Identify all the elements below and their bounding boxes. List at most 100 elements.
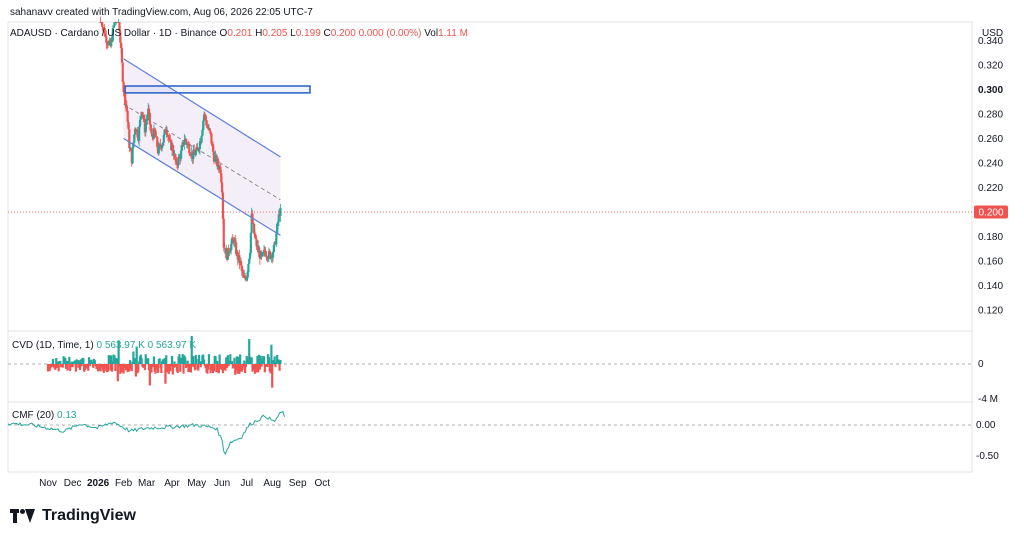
candle-body <box>248 252 252 259</box>
cvd-bar <box>158 358 161 364</box>
candle-body <box>276 223 279 234</box>
candle-body <box>125 105 128 111</box>
channel-middle-line[interactable] <box>123 103 281 201</box>
cvd-bar <box>56 361 59 364</box>
time-axis[interactable]: Nov Dec 2026 Feb Mar Apr May Jun Jul Aug Sep Oct <box>39 478 330 489</box>
channel-lower-line[interactable] <box>123 137 281 236</box>
cvd-bar <box>217 364 220 374</box>
symbol-label[interactable]: ADAUSD · Cardano / US Dollar · 1D · Bina… <box>10 28 217 39</box>
candle-body <box>194 151 197 156</box>
cvd-label[interactable]: CVD (1D, Time, 1) <box>12 340 94 351</box>
cvd-bar <box>134 364 137 377</box>
candle-body <box>180 145 183 151</box>
channel-upper-line[interactable] <box>123 58 281 158</box>
time-tick-label: Mar <box>138 478 156 489</box>
cvd-bar <box>276 355 279 364</box>
cvd-bar <box>90 359 93 364</box>
cvd-bar <box>110 355 113 364</box>
candle-body <box>188 144 191 154</box>
candle-body <box>141 111 144 115</box>
cvd-bar <box>79 359 82 364</box>
cmf-line <box>7 410 286 456</box>
cvd-bar <box>225 357 228 364</box>
candle-body <box>262 252 265 254</box>
cvd-bar <box>143 364 147 371</box>
candle-body <box>230 243 233 251</box>
cvd-value-2: 563.97 K <box>104 340 145 351</box>
cvd-bar <box>226 355 229 364</box>
cvd-bar <box>93 360 96 364</box>
cvd-bar <box>274 364 277 367</box>
volume-label: Vol <box>424 28 439 39</box>
cvd-bar <box>279 359 282 364</box>
cvd-bar <box>267 357 271 364</box>
cvd-bar <box>71 364 74 368</box>
candle-body <box>257 245 260 253</box>
candle-body <box>202 120 205 131</box>
cvd-bar <box>262 356 266 364</box>
cmf-axis-zero: 0.00 <box>976 420 996 431</box>
time-tick-label: 2026 <box>87 478 110 489</box>
candle-body <box>234 242 238 255</box>
candle-body <box>139 116 142 120</box>
cvd-bar <box>156 364 160 373</box>
candle-body <box>253 223 256 234</box>
candle-body <box>198 148 201 151</box>
cvd-bar <box>250 357 253 364</box>
resistance-zone[interactable] <box>124 85 311 94</box>
cmf-label[interactable]: CMF (20) <box>12 410 55 421</box>
cvd-bar <box>266 364 269 367</box>
cvd-bar <box>233 357 236 364</box>
candle-body <box>192 149 195 159</box>
price-tick-label: 0.120 <box>978 306 1003 317</box>
tradingview-icon <box>10 509 36 523</box>
cvd-bar <box>258 364 261 370</box>
candle-body <box>241 270 244 274</box>
cvd-bar <box>77 364 80 368</box>
candle-body <box>154 130 157 137</box>
price-tick-label: 0.340 <box>978 36 1003 47</box>
candle-body <box>113 22 116 26</box>
cvd-bar <box>241 364 244 370</box>
candle-body <box>246 272 249 279</box>
candle-body <box>216 159 220 166</box>
cvd-bar <box>152 356 156 364</box>
candle-body <box>193 149 196 154</box>
cvd-bar <box>171 364 174 375</box>
cvd-bar <box>243 360 246 364</box>
tradingview-logo[interactable]: TradingView <box>10 507 136 525</box>
cmf-legend: CMF (20) 0.13 <box>12 410 76 421</box>
cvd-bar <box>236 364 239 374</box>
candle-body <box>223 247 226 249</box>
cvd-bar <box>178 354 181 364</box>
candle-body <box>187 143 190 145</box>
cvd-bar <box>76 360 79 364</box>
candle-body <box>249 232 252 253</box>
price-tick-label: 0.240 <box>978 159 1003 170</box>
cvd-bar <box>57 364 60 372</box>
candle-body <box>129 147 133 152</box>
candle-body <box>279 207 282 217</box>
candle-body <box>264 251 267 257</box>
cvd-bar <box>135 346 138 364</box>
price-axis[interactable]: 0.340 0.320 0.300 0.280 0.260 0.240 0.220 0.200… <box>978 36 1003 317</box>
candle-body <box>276 221 280 224</box>
candle-body <box>162 134 165 143</box>
price-tick-label: 0.160 <box>978 257 1003 268</box>
cvd-bar <box>148 364 151 386</box>
cvd-bar <box>115 358 119 364</box>
candle-body <box>200 135 203 143</box>
cvd-bar <box>150 364 153 373</box>
candle-body <box>147 108 151 113</box>
candle-body <box>119 30 122 43</box>
cvd-bar <box>207 354 211 364</box>
candle-body <box>196 147 199 149</box>
cvd-bar <box>259 355 262 364</box>
candle-body <box>127 122 130 130</box>
candle-body <box>261 252 264 256</box>
candle-body <box>205 120 208 126</box>
candle-body <box>230 238 234 244</box>
candle-body <box>221 192 225 219</box>
candle-body <box>211 143 214 145</box>
